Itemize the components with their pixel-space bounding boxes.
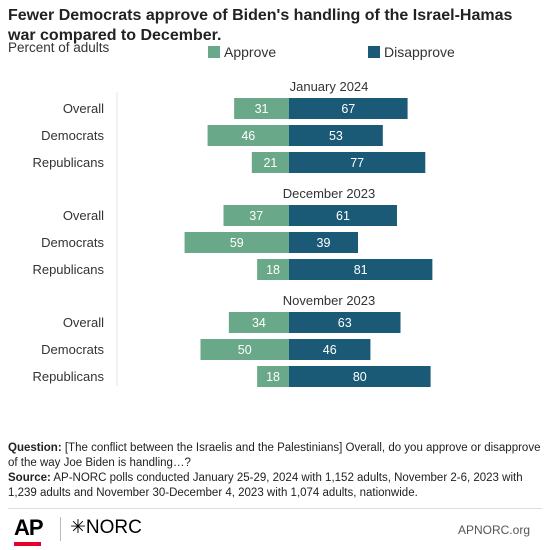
- data-label-approve: 50: [238, 343, 252, 357]
- category-label: Overall: [63, 208, 104, 223]
- group-title: January 2024: [290, 79, 369, 94]
- norc-logo: ✳NORC: [70, 517, 142, 538]
- data-label-disapprove: 53: [329, 129, 343, 143]
- data-label-approve: 18: [266, 263, 280, 277]
- bar-approve: [257, 259, 289, 280]
- source-text: AP-NORC polls conducted January 25-29, 2…: [8, 472, 523, 499]
- legend-label-approve: Approve: [224, 44, 277, 60]
- question-text: [The conflict between the Israelis and t…: [8, 442, 541, 469]
- bar-disapprove: [289, 259, 433, 280]
- source-note: Source: AP-NORC polls conducted January …: [8, 471, 542, 501]
- category-label: Overall: [63, 101, 104, 116]
- data-label-approve: 21: [263, 156, 277, 170]
- legend-label-disapprove: Disapprove: [384, 44, 455, 60]
- bar-disapprove: [289, 312, 401, 333]
- data-label-approve: 46: [241, 129, 255, 143]
- data-label-approve: 59: [230, 236, 244, 250]
- question-note: Question: [The conflict between the Isra…: [8, 441, 542, 471]
- category-label: Democrats: [41, 235, 104, 250]
- bar-approve: [228, 312, 289, 333]
- category-label: Democrats: [41, 342, 104, 357]
- bar-disapprove: [289, 366, 431, 387]
- chart-plot: January 2024 Overall 31 67 Democrats 46 53 Repu…: [32, 79, 433, 387]
- data-label-disapprove: 67: [341, 102, 355, 116]
- legend-item-approve: Approve: [208, 44, 276, 60]
- logo-separator: [60, 517, 61, 541]
- data-label-disapprove: 46: [323, 343, 337, 357]
- bar-approve: [257, 366, 289, 387]
- data-label-approve: 31: [255, 102, 269, 116]
- bar-disapprove: [289, 232, 359, 253]
- legend: Approve Disapprove: [0, 44, 550, 62]
- category-label: Republicans: [32, 369, 104, 384]
- data-label-disapprove: 39: [317, 236, 331, 250]
- question-label: Question:: [8, 442, 62, 454]
- category-label: Republicans: [32, 155, 104, 170]
- chart-subtitle: Percent of adults: [8, 40, 110, 55]
- bar-disapprove: [289, 339, 371, 360]
- ap-logo: AP: [14, 515, 44, 540]
- data-label-disapprove: 61: [336, 209, 350, 223]
- bar-approve: [234, 98, 289, 119]
- data-label-approve: 18: [266, 370, 280, 384]
- bar-disapprove: [289, 98, 408, 119]
- site-link[interactable]: APNORC.org: [457, 523, 530, 537]
- ap-logo-underline: [14, 542, 41, 546]
- bar-approve: [251, 152, 289, 173]
- bar-disapprove: [289, 125, 383, 146]
- bar-approve: [184, 232, 289, 253]
- category-label: Democrats: [41, 128, 104, 143]
- chart-notes: Question: [The conflict between the Isra…: [8, 441, 542, 501]
- legend-item-disapprove: Disapprove: [368, 44, 455, 60]
- group-title: December 2023: [283, 186, 376, 201]
- footer-divider: [8, 508, 542, 509]
- data-label-approve: 37: [249, 209, 263, 223]
- data-label-approve: 34: [252, 316, 266, 330]
- data-label-disapprove: 77: [350, 156, 364, 170]
- source-label: Source:: [8, 472, 51, 484]
- bar-disapprove: [289, 152, 426, 173]
- chart-title: Fewer Democrats approve of Biden's handl…: [8, 7, 513, 44]
- data-label-disapprove: 81: [354, 263, 368, 277]
- legend-swatch-disapprove: [368, 46, 380, 58]
- category-label: Republicans: [32, 262, 104, 277]
- legend-swatch-approve: [208, 46, 220, 58]
- data-label-disapprove: 63: [338, 316, 352, 330]
- group-title: November 2023: [283, 293, 376, 308]
- bar-approve: [223, 205, 289, 226]
- category-label: Overall: [63, 315, 104, 330]
- bar-approve: [200, 339, 289, 360]
- data-label-disapprove: 80: [353, 370, 367, 384]
- bar-disapprove: [289, 205, 397, 226]
- bar-approve: [207, 125, 289, 146]
